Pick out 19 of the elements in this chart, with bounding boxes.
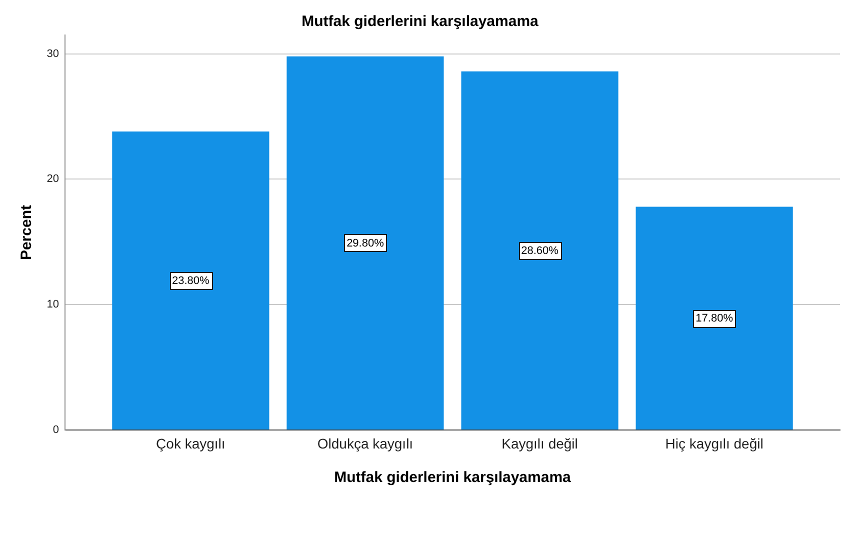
bar: [112, 132, 270, 430]
bar: [286, 56, 444, 430]
data-label: 23.80%: [172, 275, 210, 288]
y-tick-label: 30: [46, 48, 59, 60]
y-tick-label: 0: [52, 424, 59, 436]
y-axis-title: Percent: [18, 204, 36, 260]
data-label: 28.60%: [521, 244, 559, 257]
bar: [461, 71, 618, 430]
x-axis-title: Mutfak giderlerini karşılayamama: [334, 469, 572, 486]
bar: [636, 206, 793, 430]
x-tick-label: Oldukça kaygılı: [317, 435, 414, 452]
chart-title: Mutfak giderlerini karşılayamama: [302, 13, 540, 30]
x-tick-label: Hiç kaygılı değil: [665, 435, 764, 452]
data-label: 29.80%: [346, 237, 384, 250]
y-tick-label: 20: [46, 173, 59, 186]
y-tick-label: 10: [46, 298, 59, 311]
data-label: 17.80%: [696, 312, 734, 325]
x-tick-label: Kaygılı değil: [502, 435, 578, 452]
x-tick-label: Çok kaygılı: [156, 435, 226, 452]
